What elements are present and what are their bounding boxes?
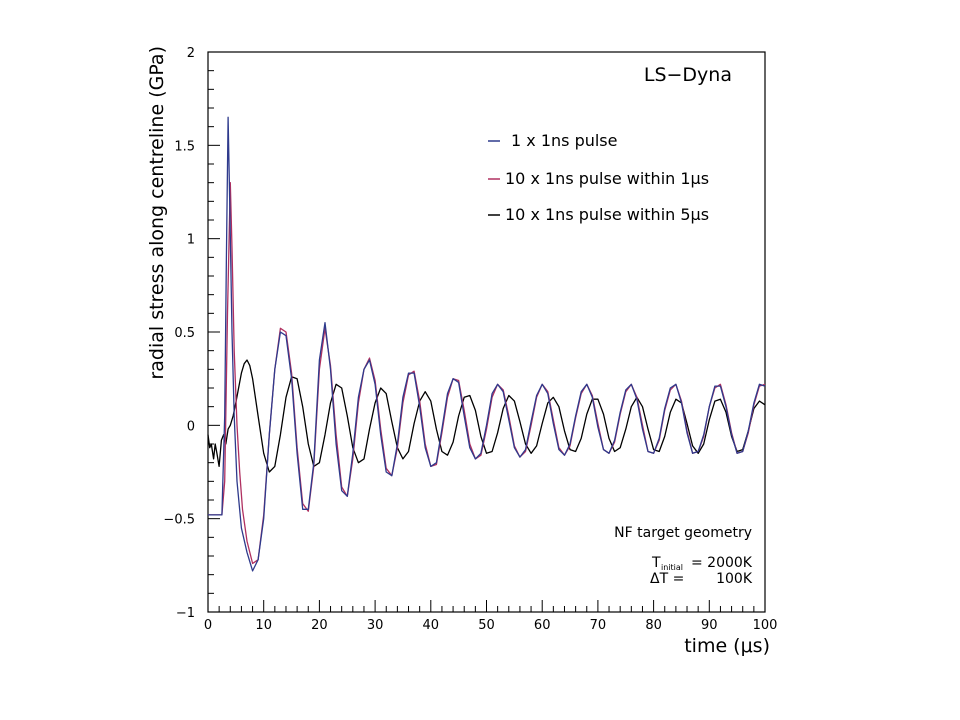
series-line-1 (208, 116, 766, 572)
t-initial-value: = 2000K (691, 555, 753, 571)
axis-ticks (207, 51, 766, 613)
annotation-box: NF target geometry T initial = 2000K ΔT … (614, 525, 753, 587)
y-axis-title: radial stress along centreline (GPa) (146, 46, 168, 380)
x-tick-label: 50 (478, 618, 495, 633)
x-tick-label: 90 (701, 618, 718, 633)
y-tick-label: −0.5 (163, 513, 195, 528)
y-tick-label: 0.5 (174, 326, 195, 341)
x-tick-label: 70 (590, 618, 607, 633)
x-tick-label: 60 (534, 618, 551, 633)
x-tick-label: 20 (311, 618, 328, 633)
series-line-2 (208, 182, 766, 565)
t-initial-symbol: T (651, 555, 661, 571)
legend-label: 1 x 1ns pulse (511, 131, 617, 150)
delta-t-label: ΔT = (650, 571, 684, 587)
x-tick-label: 10 (255, 618, 272, 633)
geometry-annotation: NF target geometry (614, 525, 752, 541)
y-tick-label: 1 (187, 233, 195, 248)
tick-labels: 0 10 20 30 40 50 60 70 80 90 100 −1 −0.5 0 0.5 1 1.5 2 (163, 46, 777, 633)
y-tick-label: −1 (176, 606, 195, 621)
series-line-3 (207, 359, 766, 473)
chart-title: LS−Dyna (644, 64, 732, 86)
x-tick-label: 100 (753, 618, 778, 633)
x-tick-label: 80 (645, 618, 662, 633)
series-lines (207, 116, 766, 572)
x-tick-label: 0 (204, 618, 212, 633)
legend: 1 x 1ns pulse 10 x 1ns pulse within 1μs 10… (488, 131, 709, 224)
delta-t-value: 100K (716, 571, 753, 587)
y-tick-label: 2 (187, 46, 195, 61)
t-initial-subscript: initial (661, 563, 683, 572)
x-axis-title: time (μs) (684, 635, 770, 657)
y-tick-label: 0 (187, 419, 195, 434)
legend-label: 10 x 1ns pulse within 5μs (505, 205, 709, 224)
y-tick-label: 1.5 (174, 139, 195, 154)
x-tick-label: 40 (423, 618, 440, 633)
x-tick-label: 30 (367, 618, 384, 633)
legend-label: 10 x 1ns pulse within 1μs (505, 169, 709, 188)
